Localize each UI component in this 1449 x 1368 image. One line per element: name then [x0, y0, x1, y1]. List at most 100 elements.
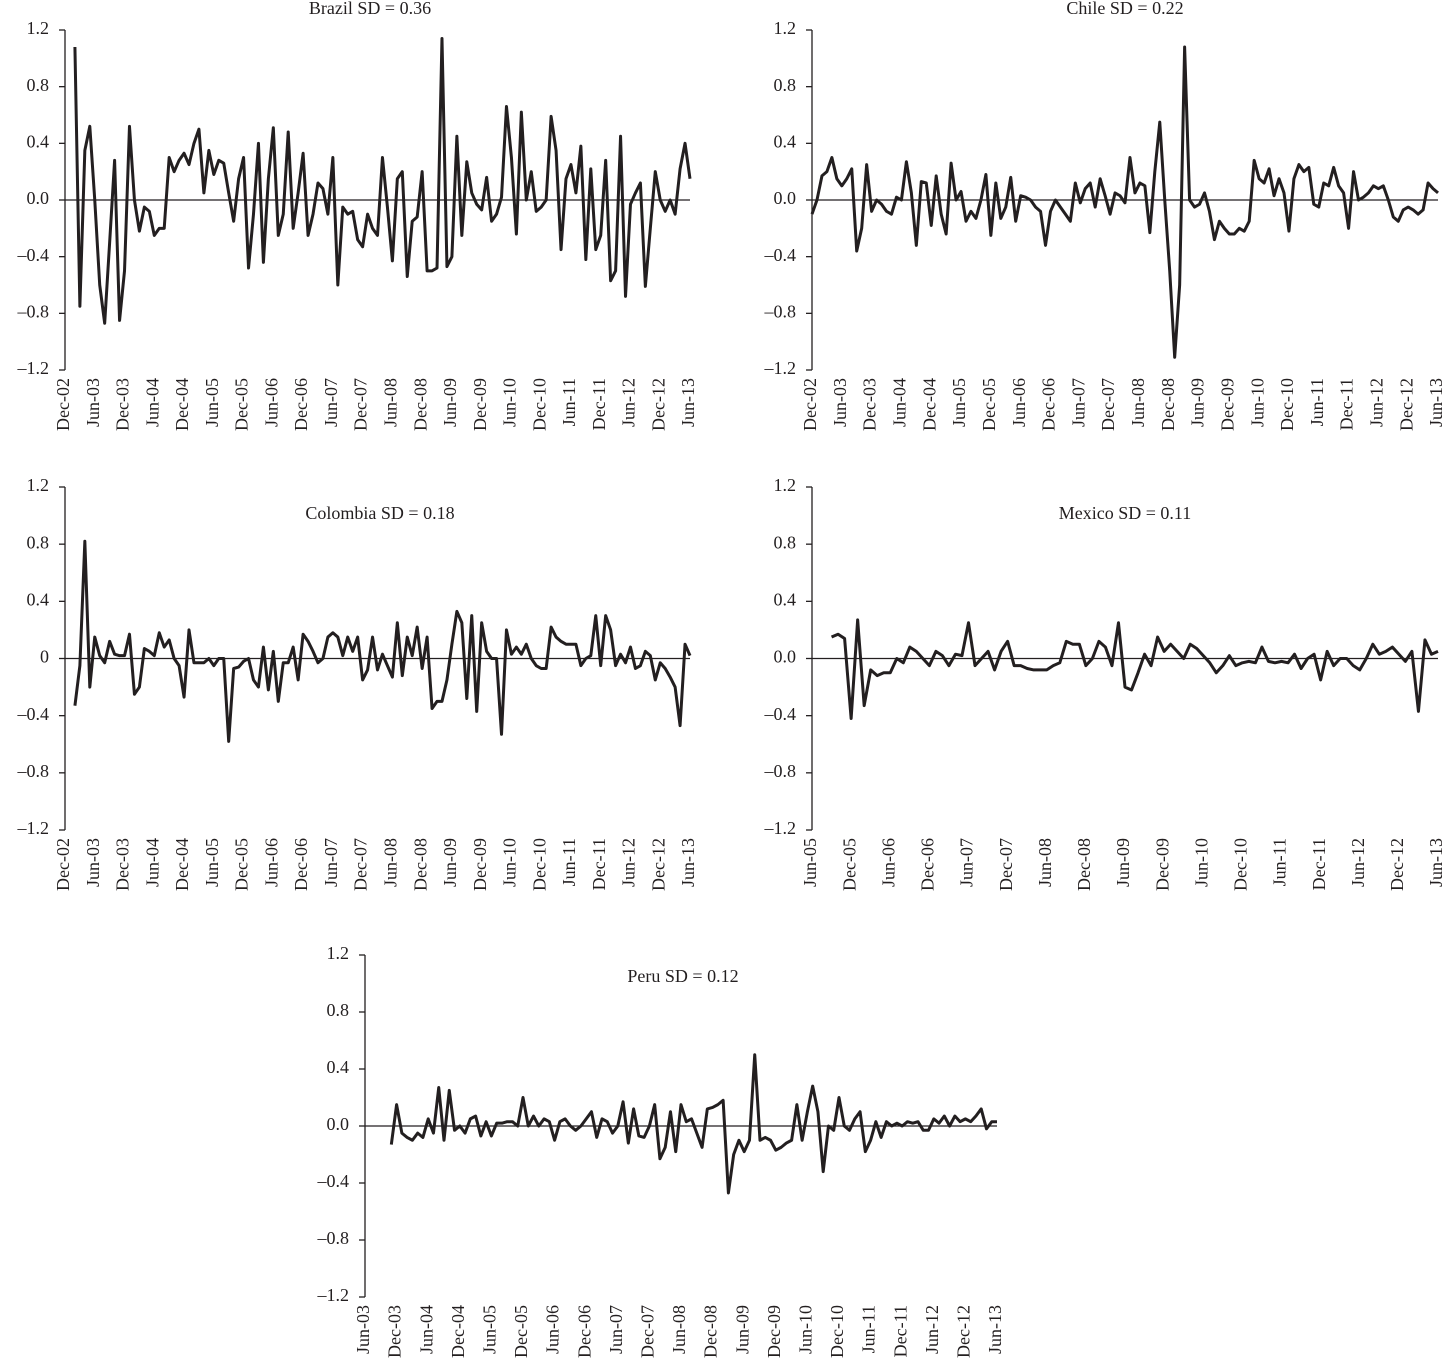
x-tick-label: Jun-13: [985, 1305, 1005, 1354]
chart-title: Mexico SD = 0.11: [1059, 503, 1191, 523]
x-tick-label: Jun-07: [321, 838, 341, 887]
x-tick-label: Jun-05: [202, 838, 222, 887]
x-tick-label: Jun-09: [440, 378, 460, 427]
x-tick-label: Dec-12: [1396, 378, 1416, 431]
y-tick-label: 0.8: [27, 532, 50, 552]
y-tick-label: 0.4: [27, 131, 50, 151]
x-tick-label: Jun-11: [1270, 838, 1290, 886]
x-tick-label: Jun-11: [1307, 378, 1327, 426]
x-tick-label: Dec-06: [574, 1305, 594, 1358]
x-tick-label: Dec-07: [638, 1305, 658, 1358]
x-tick-label: Dec-04: [172, 378, 192, 431]
y-tick-label: 0.8: [327, 1000, 350, 1020]
y-tick-label: –0.4: [317, 1171, 350, 1191]
x-tick-label: Dec-06: [1039, 378, 1059, 431]
x-tick-label: Dec-07: [1098, 378, 1118, 431]
y-tick-label: 0.4: [774, 131, 797, 151]
x-tick-label: Jun-04: [416, 1305, 436, 1354]
x-tick-label: Jun-12: [619, 838, 639, 887]
y-tick-label: 0.4: [27, 589, 50, 609]
x-tick-label: Jun-07: [606, 1305, 626, 1354]
x-tick-label: Jun-12: [1348, 838, 1368, 887]
y-tick-label: –0.8: [17, 761, 50, 781]
x-tick-label: Dec-12: [1387, 838, 1407, 891]
x-tick-label: Jun-05: [949, 378, 969, 427]
x-tick-label: Jun-10: [500, 378, 520, 427]
x-tick-label: Jun-12: [922, 1305, 942, 1354]
chart-title: Chile SD = 0.22: [1066, 0, 1183, 18]
x-tick-label: Dec-02: [53, 378, 73, 431]
x-tick-label: Jun-10: [796, 1305, 816, 1354]
x-tick-label: Jun-06: [261, 838, 281, 887]
y-tick-label: –0.8: [17, 301, 50, 321]
y-tick-label: 1.2: [327, 943, 350, 963]
data-line: [830, 618, 1439, 721]
x-tick-label: Jun-12: [1367, 378, 1387, 427]
y-tick-label: 0.4: [774, 589, 797, 609]
x-tick-label: Jun-10: [500, 838, 520, 887]
y-tick-label: 0.8: [774, 75, 797, 95]
x-tick-label: Dec-04: [919, 378, 939, 431]
x-tick-label: Dec-05: [232, 838, 252, 891]
x-tick-label: Dec-02: [800, 378, 820, 431]
y-tick-label: 0.0: [774, 647, 797, 667]
y-tick-label: 0.0: [327, 1114, 350, 1134]
x-tick-label: Jun-06: [543, 1305, 563, 1354]
y-tick-label: 0.0: [774, 188, 797, 208]
x-tick-label: Dec-11: [589, 378, 609, 430]
y-tick-label: –1.2: [317, 1285, 350, 1305]
x-tick-label: Dec-12: [954, 1305, 974, 1358]
x-tick-label: Jun-07: [321, 378, 341, 427]
y-tick-label: 0.0: [27, 188, 50, 208]
y-tick-label: 0: [40, 647, 49, 667]
y-tick-label: –0.8: [317, 1228, 350, 1248]
x-tick-label: Dec-04: [448, 1305, 468, 1358]
x-tick-label: Dec-09: [1217, 378, 1237, 431]
y-tick-label: –0.4: [17, 704, 50, 724]
y-tick-label: 1.2: [774, 18, 797, 38]
x-tick-label: Jun-09: [732, 1305, 752, 1354]
x-tick-label: Dec-03: [860, 378, 880, 431]
x-tick-label: Dec-11: [589, 838, 609, 890]
y-tick-label: –0.4: [764, 245, 797, 265]
x-tick-label: Dec-08: [1158, 378, 1178, 431]
x-tick-label: Dec-10: [827, 1305, 847, 1358]
chart-title: Colombia SD = 0.18: [305, 503, 454, 523]
data-line: [389, 1053, 997, 1195]
x-tick-label: Dec-10: [1277, 378, 1297, 431]
y-tick-label: –0.8: [764, 301, 797, 321]
x-tick-label: Jun-05: [480, 1305, 500, 1354]
y-tick-label: 0.8: [27, 75, 50, 95]
x-tick-label: Dec-08: [410, 838, 430, 891]
x-tick-label: Dec-05: [232, 378, 252, 431]
x-tick-label: Jun-09: [1188, 378, 1208, 427]
x-tick-label: Jun-06: [878, 838, 898, 887]
x-tick-label: Dec-06: [291, 378, 311, 431]
chart-title: Brazil SD = 0.36: [309, 0, 431, 18]
x-tick-label: Jun-04: [142, 838, 162, 887]
x-tick-label: Jun-03: [353, 1305, 373, 1354]
x-tick-label: Jun-04: [890, 378, 910, 427]
y-tick-label: –1.2: [17, 358, 50, 378]
x-tick-label: Dec-05: [511, 1305, 531, 1358]
x-tick-label: Jun-10: [1191, 838, 1211, 887]
x-tick-label: Dec-09: [1152, 838, 1172, 891]
x-tick-label: Dec-09: [470, 378, 490, 431]
x-tick-label: Dec-07: [996, 838, 1016, 891]
x-tick-label: Jun-06: [1009, 378, 1029, 427]
x-tick-label: Dec-06: [918, 838, 938, 891]
panel: Peru SD = 0.12 –1.2 –0.8 –0.4 0.0 0.4 0.8 1.2 Ju…: [317, 943, 1006, 1358]
y-tick-label: 1.2: [27, 475, 50, 495]
x-tick-label: Jun-06: [261, 378, 281, 427]
x-tick-label: Dec-09: [764, 1305, 784, 1358]
x-tick-label: Jun-04: [142, 378, 162, 427]
y-tick-label: –1.2: [764, 818, 797, 838]
x-tick-label: Jun-10: [1247, 378, 1267, 427]
x-tick-label: Jun-13: [1426, 378, 1446, 427]
data-line: [73, 539, 692, 743]
x-tick-label: Dec-09: [470, 838, 490, 891]
x-tick-label: Dec-02: [53, 838, 73, 891]
x-tick-label: Dec-05: [839, 838, 859, 891]
x-tick-label: Jun-11: [559, 838, 579, 886]
